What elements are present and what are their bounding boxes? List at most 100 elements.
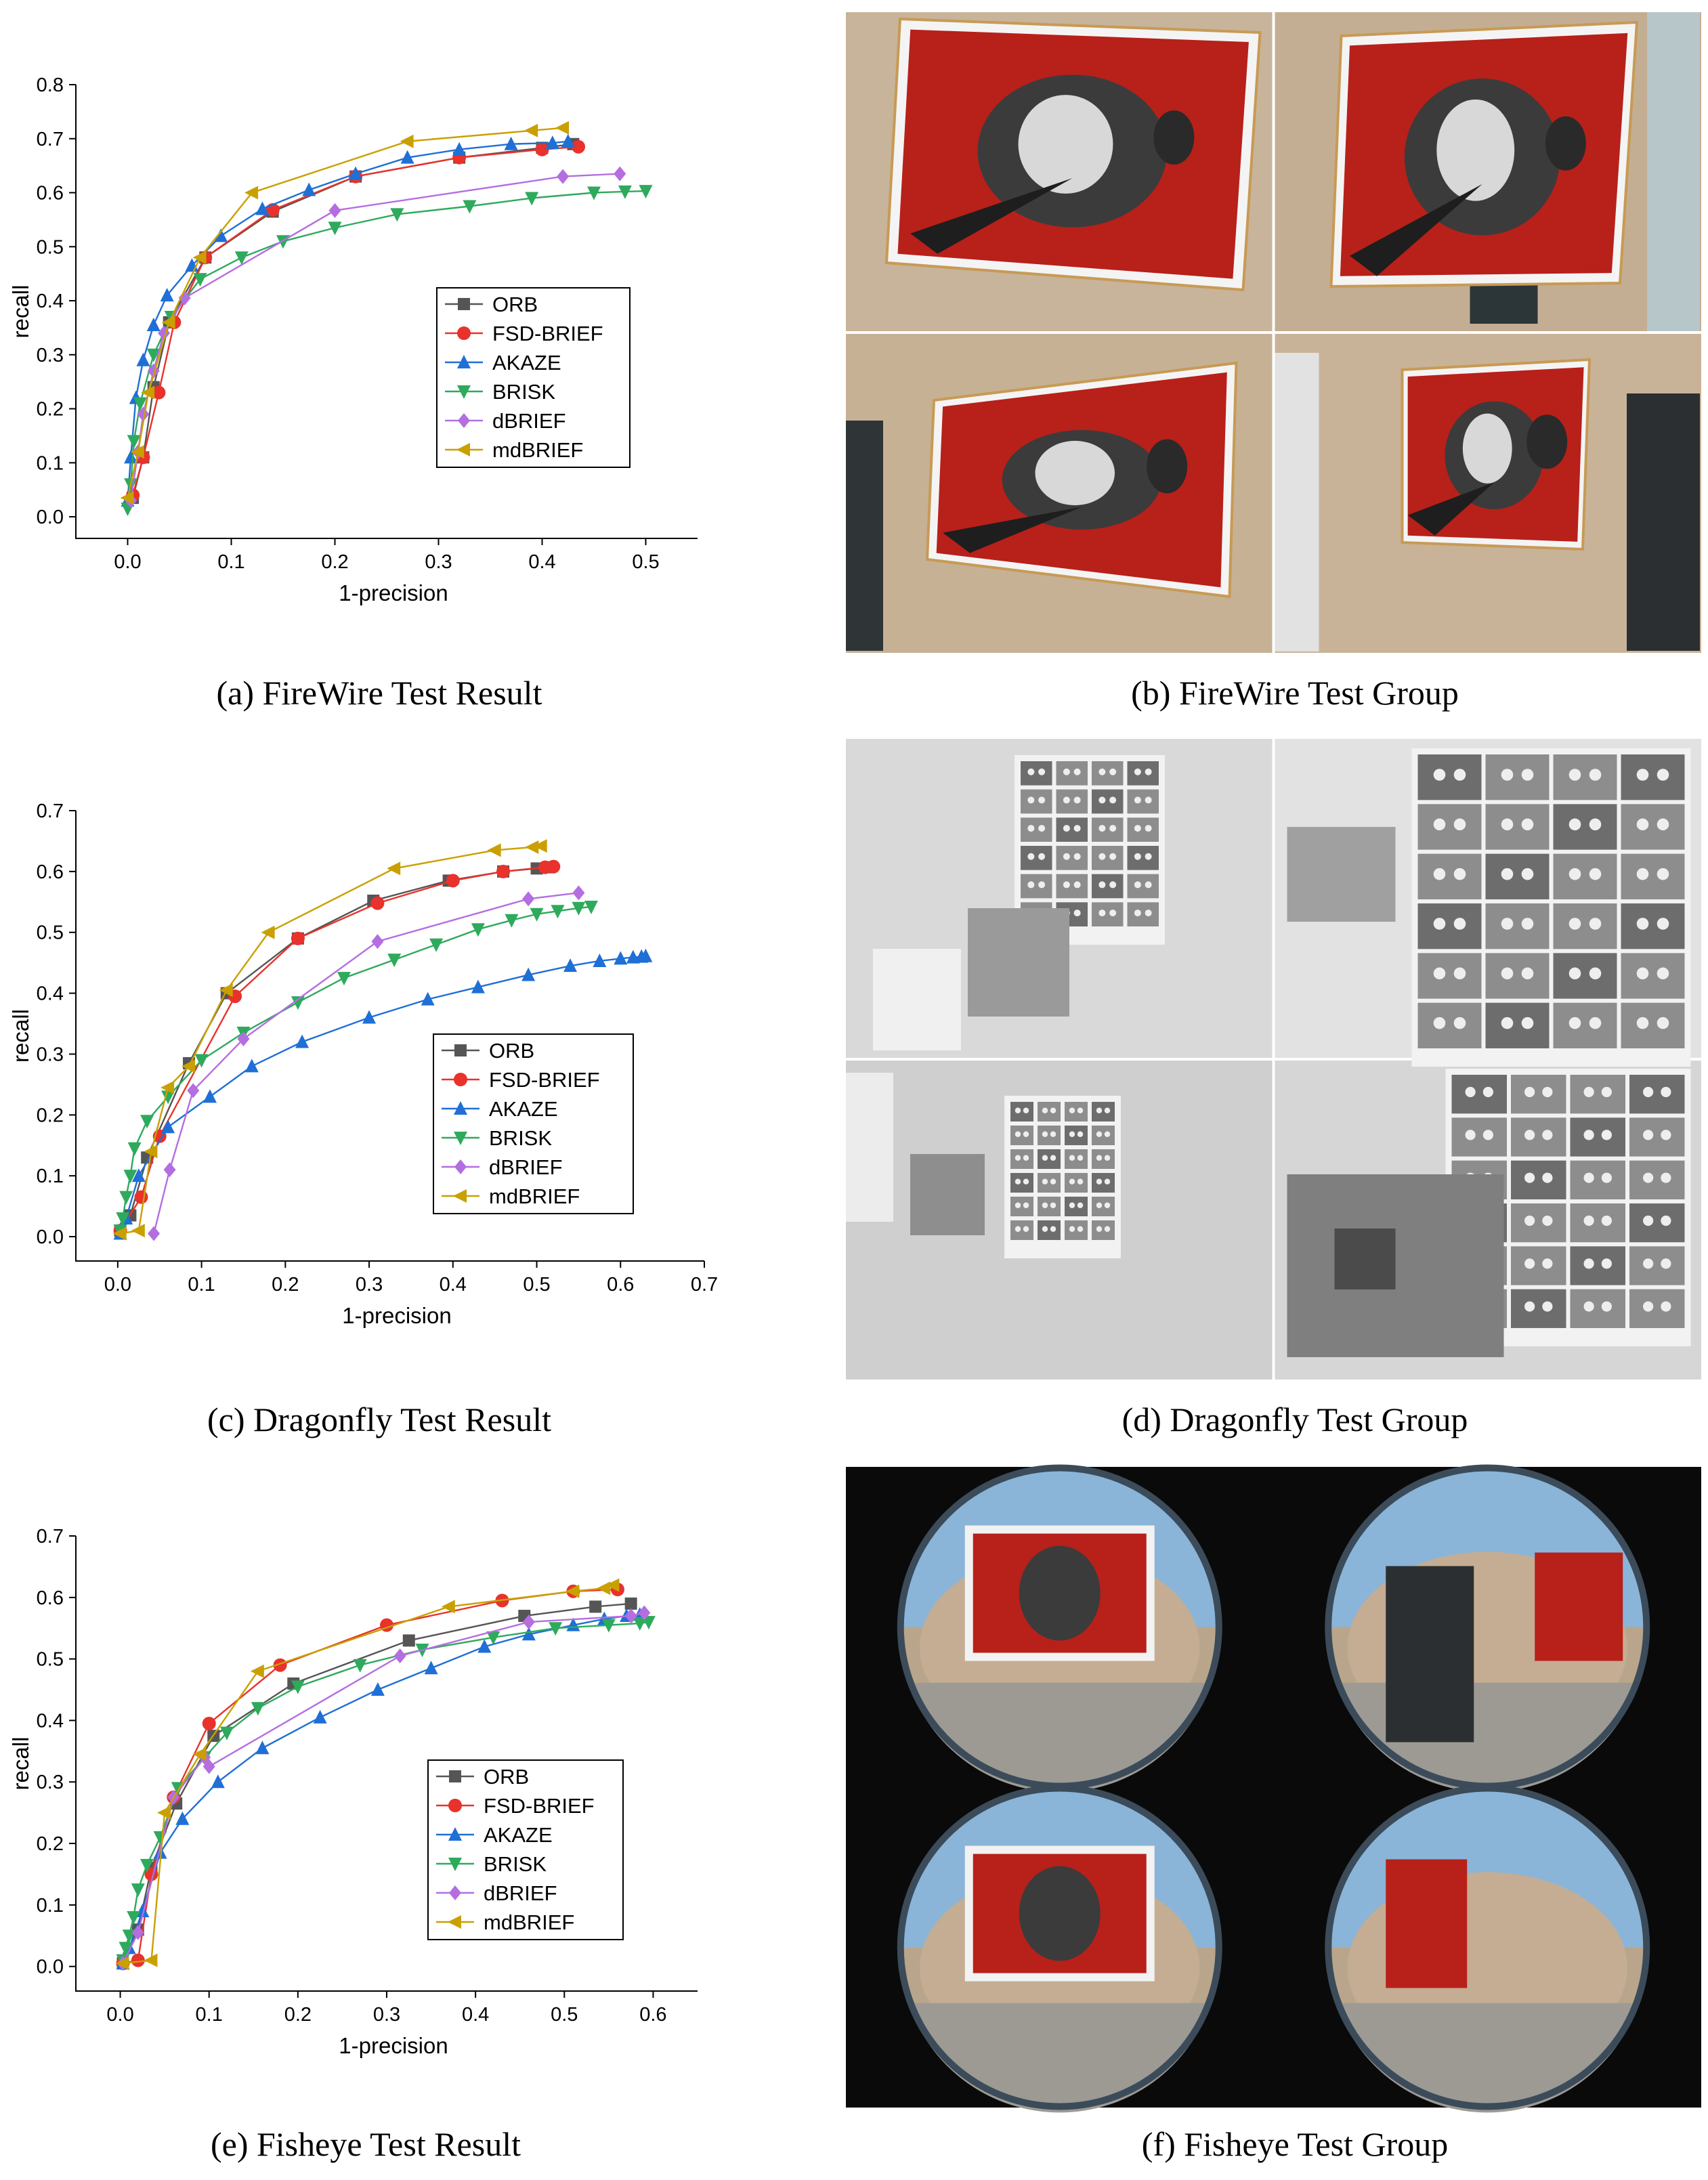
data-point-BRISK — [572, 901, 586, 916]
data-point-BRISK — [193, 273, 207, 287]
legend-entry-ORB: ORB — [489, 1039, 534, 1063]
caption-b: (b) FireWire Test Group — [1131, 674, 1459, 712]
data-point-BRISK — [127, 1142, 142, 1156]
data-point-BRISK — [123, 1170, 137, 1184]
data-point-BRISK — [251, 1702, 265, 1716]
data-point-FSD-BRIEF — [134, 1190, 148, 1204]
data-point-AKAZE — [614, 951, 628, 965]
data-point-AKAZE — [421, 991, 435, 1006]
legend-marker-AKAZE — [457, 355, 471, 368]
data-point-AKAZE — [349, 166, 363, 180]
data-point-BRISK — [337, 972, 351, 986]
legend-entry-BRISK: BRISK — [484, 1852, 547, 1876]
data-point-AKAZE — [295, 1034, 309, 1048]
data-point-BRISK — [505, 914, 519, 928]
data-point-FSD-BRIEF — [131, 1953, 145, 1967]
data-point-BRISK — [584, 900, 598, 914]
data-point-mdBRIEF — [161, 1080, 175, 1094]
legend-marker-FSD-BRIEF — [454, 1073, 467, 1086]
legend-marker-dBRIEF — [454, 1159, 467, 1174]
legend: ORB FSD-BRIEF AKAZE BRISK dBRIEF mdBRIEF — [433, 1033, 634, 1214]
data-point-FSD-BRIEF — [496, 864, 511, 878]
y-tick-label: 0.3 — [37, 345, 64, 366]
data-point-BRISK — [116, 1212, 130, 1226]
data-point-BRISK — [641, 1616, 656, 1630]
data-point-mdBRIEF — [400, 134, 414, 148]
data-point-dBRIEF — [148, 1226, 161, 1241]
data-point-AKAZE — [424, 1661, 438, 1675]
legend-entry-FSD-BRIEF: FSD-BRIEF — [492, 322, 603, 345]
data-point-mdBRIEF — [144, 1145, 158, 1159]
y-tick-label: 0.5 — [37, 236, 64, 258]
caption-d: (d) Dragonfly Test Group — [1122, 1401, 1468, 1438]
data-point-mdBRIEF — [565, 1584, 580, 1598]
y-tick-label: 0.1 — [37, 1166, 64, 1187]
legend-marker-mdBRIEF — [453, 1189, 467, 1203]
data-point-BRISK — [119, 1191, 133, 1205]
data-point-dBRIEF — [202, 1759, 215, 1774]
legend-marker-BRISK — [457, 385, 471, 399]
data-point-mdBRIEF — [524, 123, 538, 137]
y-tick-label: 0.5 — [37, 1649, 64, 1671]
data-point-BRISK — [387, 954, 402, 968]
data-point-BRISK — [194, 1054, 209, 1068]
data-point-BRISK — [471, 923, 485, 937]
x-tick-label: 0.2 — [284, 2004, 312, 2026]
x-tick-label: 0.4 — [528, 551, 555, 573]
data-point-BRISK — [133, 397, 147, 411]
legend-entry-BRISK: BRISK — [489, 1126, 552, 1150]
data-point-mdBRIEF — [250, 1664, 264, 1678]
data-point-BRISK — [633, 1617, 647, 1631]
x-tick-label: 0.6 — [639, 2004, 666, 2026]
y-tick-label: 0.7 — [37, 1526, 64, 1547]
data-point-dBRIEF — [614, 166, 626, 181]
y-tick-label: 0.4 — [37, 983, 64, 1005]
data-point-BRISK — [127, 1911, 141, 1925]
data-point-BRISK — [551, 905, 565, 919]
data-point-AKAZE — [521, 967, 536, 981]
data-point-mdBRIEF — [525, 840, 539, 854]
x-tick-label: 0.5 — [632, 551, 659, 573]
series-AKAZE — [121, 133, 575, 507]
legend-marker-dBRIEF — [458, 413, 470, 428]
data-point-FSD-BRIEF — [547, 859, 561, 874]
data-point-FSD-BRIEF — [446, 874, 460, 888]
data-point-mdBRIEF — [261, 925, 275, 939]
data-point-AKAZE — [471, 979, 485, 993]
legend-marker-BRISK — [454, 1132, 467, 1145]
data-point-dBRIEF — [163, 1162, 176, 1178]
x-tick-label: 0.3 — [425, 551, 452, 573]
data-point-FSD-BRIEF — [152, 385, 166, 400]
data-point-mdBRIEF — [441, 1600, 455, 1614]
x-tick-label: 0.3 — [373, 2004, 400, 2026]
series-line-FSD-BRIEF — [131, 146, 579, 496]
y-tick-label: 0.7 — [37, 129, 64, 150]
legend: ORB FSD-BRIEF AKAZE BRISK dBRIEF mdBRIEF — [436, 287, 631, 468]
data-point-AKAZE — [135, 1903, 150, 1917]
x-tick-label: 0.0 — [114, 551, 141, 573]
data-point-AKAZE — [255, 201, 270, 215]
x-tick-label: 0.6 — [607, 1274, 634, 1296]
firewire-photo-grid — [846, 12, 1701, 653]
data-point-mdBRIEF — [157, 1805, 171, 1820]
data-point-dBRIEF — [371, 934, 384, 949]
y-tick-label: 0.4 — [37, 1710, 64, 1732]
legend-marker-AKAZE — [448, 1827, 462, 1841]
y-tick-label: 0.2 — [37, 1833, 64, 1855]
axes — [75, 85, 698, 539]
data-point-BRISK — [639, 185, 653, 199]
series-line-BRISK — [127, 190, 646, 509]
data-point-AKAZE — [504, 136, 518, 150]
data-point-AKAZE — [146, 317, 161, 331]
data-point-ORB — [402, 1634, 415, 1647]
data-point-BRISK — [131, 1883, 145, 1898]
y-tick-label: 0.5 — [37, 922, 64, 944]
fisheye-photo-grid — [846, 1464, 1701, 2113]
axes — [75, 1536, 698, 1992]
data-point-mdBRIEF — [131, 1224, 145, 1238]
data-point-BRISK — [291, 996, 305, 1010]
data-point-dBRIEF — [137, 406, 150, 422]
legend-entry-mdBRIEF: mdBRIEF — [489, 1184, 580, 1208]
y-tick-label: 0.6 — [37, 861, 64, 883]
